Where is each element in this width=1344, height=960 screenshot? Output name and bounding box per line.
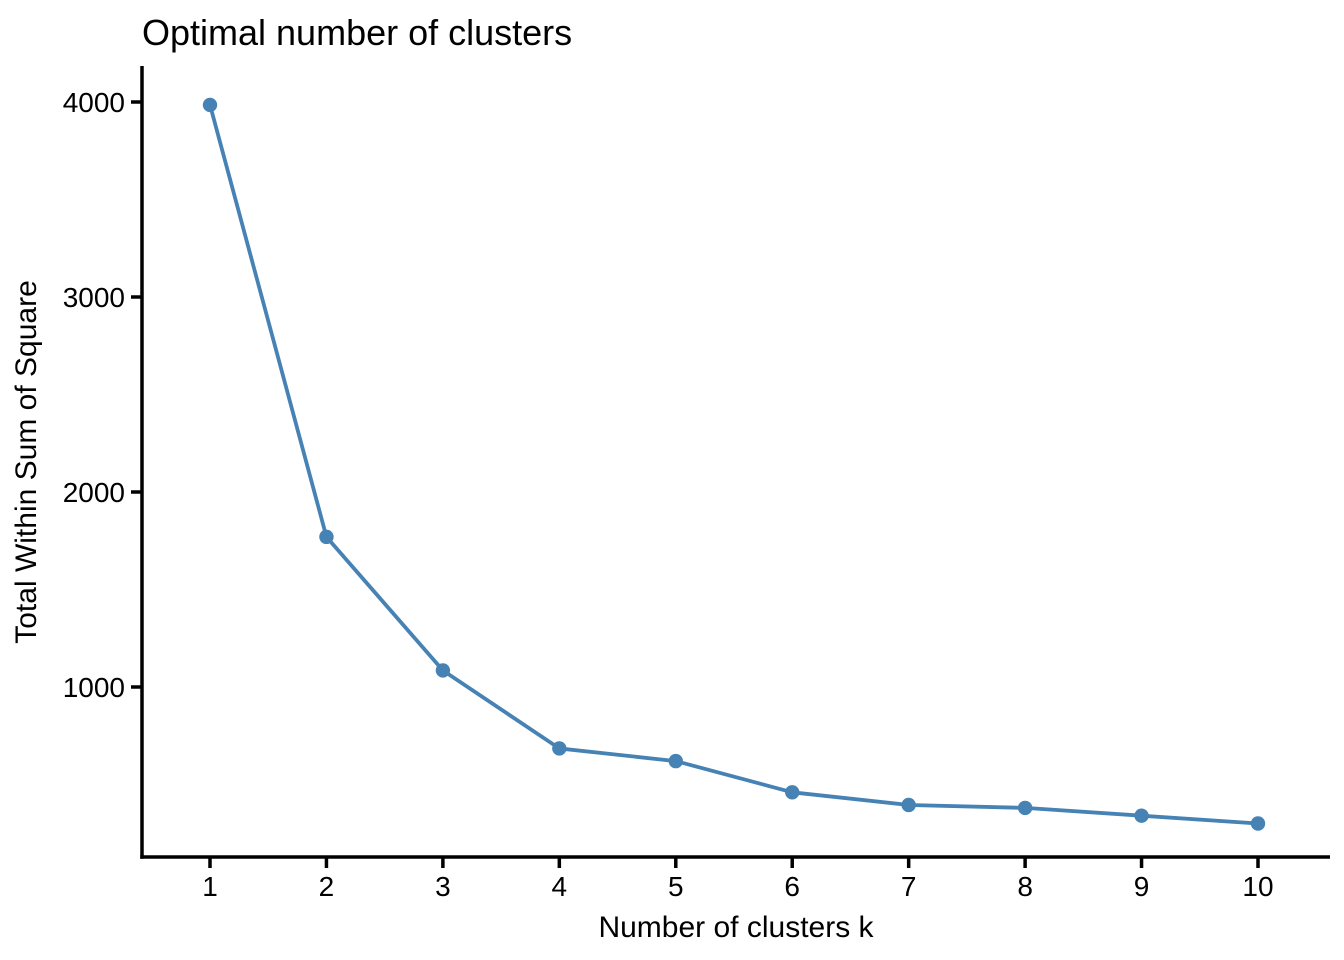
x-tick-label: 4 [552,871,568,902]
data-point [668,753,683,769]
series-layer [202,97,1266,831]
data-point [1017,800,1033,816]
x-axis-title: Number of clusters k [598,911,874,944]
x-tick-label: 7 [901,871,917,902]
data-point [552,741,567,756]
y-tick-label: 2000 [63,477,125,508]
y-tick-label: 4000 [63,87,125,118]
axes-layer [140,66,1330,859]
x-tick-label: 8 [1017,871,1033,902]
data-point [435,663,451,678]
data-point [1134,808,1149,823]
x-tick-label: 5 [668,871,684,902]
x-tick-label: 1 [202,871,218,902]
chart-title: Optimal number of clusters [142,12,572,53]
x-tick-label: 3 [435,871,451,902]
series-line [208,103,1260,826]
x-tick-label: 6 [784,871,800,902]
x-tick-label: 10 [1242,871,1273,902]
x-tick-label: 2 [319,871,335,902]
y-tick-label: 3000 [63,282,125,313]
data-point [202,97,218,113]
ticks-layer: 1000 2000 3000 4000 1 2 3 4 5 6 7 8 9 10 [63,87,1274,902]
data-point [1250,816,1266,831]
data-point [785,785,800,800]
x-tick-label: 9 [1134,871,1150,902]
data-point [901,797,916,813]
y-tick-label: 1000 [63,672,125,703]
y-axis-title: Total Within Sum of Square [10,280,43,644]
data-point [319,529,334,545]
